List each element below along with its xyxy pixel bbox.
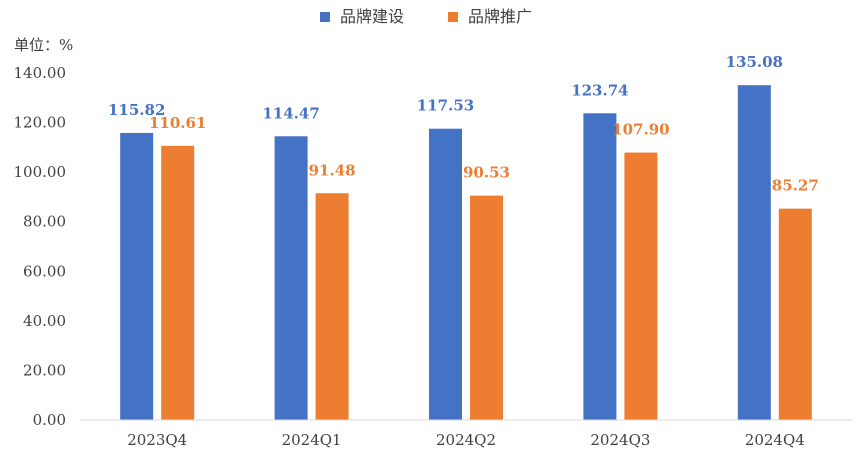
- x-tick-label: 2024Q4: [745, 431, 805, 449]
- bar-brand-building: [120, 132, 154, 420]
- x-tick-label: 2024Q1: [282, 431, 342, 449]
- x-axis-ticks: 2023Q4 2024Q1 2024Q2 2024Q3 2024Q4: [127, 431, 805, 449]
- y-axis-ticks: 0.00 20.00 40.00 60.00 80.00 100.00 120.00 140.…: [14, 64, 67, 429]
- bars: [120, 85, 812, 421]
- bar-brand-promotion: [624, 152, 658, 421]
- y-axis-unit-label: 单位：%: [14, 36, 73, 54]
- data-label: 90.53: [463, 164, 510, 182]
- x-tick-label: 2024Q2: [436, 431, 496, 449]
- data-label: 117.53: [417, 97, 474, 115]
- legend-swatch-1: [320, 12, 330, 22]
- y-tick-label: 100.00: [14, 163, 67, 181]
- bar-brand-promotion: [470, 195, 503, 420]
- data-label: 114.47: [262, 104, 319, 122]
- data-label: 85.27: [772, 177, 819, 195]
- y-tick-label: 120.00: [14, 114, 67, 132]
- legend-label-1: 品牌建设: [340, 7, 404, 26]
- data-label: 110.61: [149, 114, 206, 132]
- bar-brand-building: [583, 113, 617, 420]
- data-label: 91.48: [309, 161, 356, 179]
- data-label: 115.82: [108, 101, 165, 119]
- y-tick-label: 60.00: [23, 262, 66, 280]
- bar-brand-promotion: [161, 145, 195, 420]
- x-tick-label: 2024Q3: [590, 431, 650, 449]
- data-label: 135.08: [726, 53, 783, 71]
- data-label: 123.74: [571, 81, 628, 99]
- legend: 品牌建设 品牌推广: [320, 7, 532, 26]
- x-tick-label: 2023Q4: [127, 431, 187, 449]
- legend-swatch-2: [448, 12, 458, 22]
- y-tick-label: 20.00: [23, 361, 66, 379]
- y-tick-label: 40.00: [23, 312, 66, 330]
- bar-brand-building: [737, 85, 771, 420]
- y-tick-label: 0.00: [33, 411, 66, 429]
- data-label: 107.90: [612, 121, 669, 139]
- bar-brand-promotion: [315, 193, 349, 420]
- bar-brand-promotion: [778, 208, 812, 420]
- bar-brand-building: [429, 128, 462, 421]
- bar-brand-building: [274, 136, 308, 420]
- y-tick-label: 140.00: [14, 64, 67, 82]
- y-tick-label: 80.00: [23, 213, 66, 231]
- legend-label-2: 品牌推广: [468, 7, 532, 26]
